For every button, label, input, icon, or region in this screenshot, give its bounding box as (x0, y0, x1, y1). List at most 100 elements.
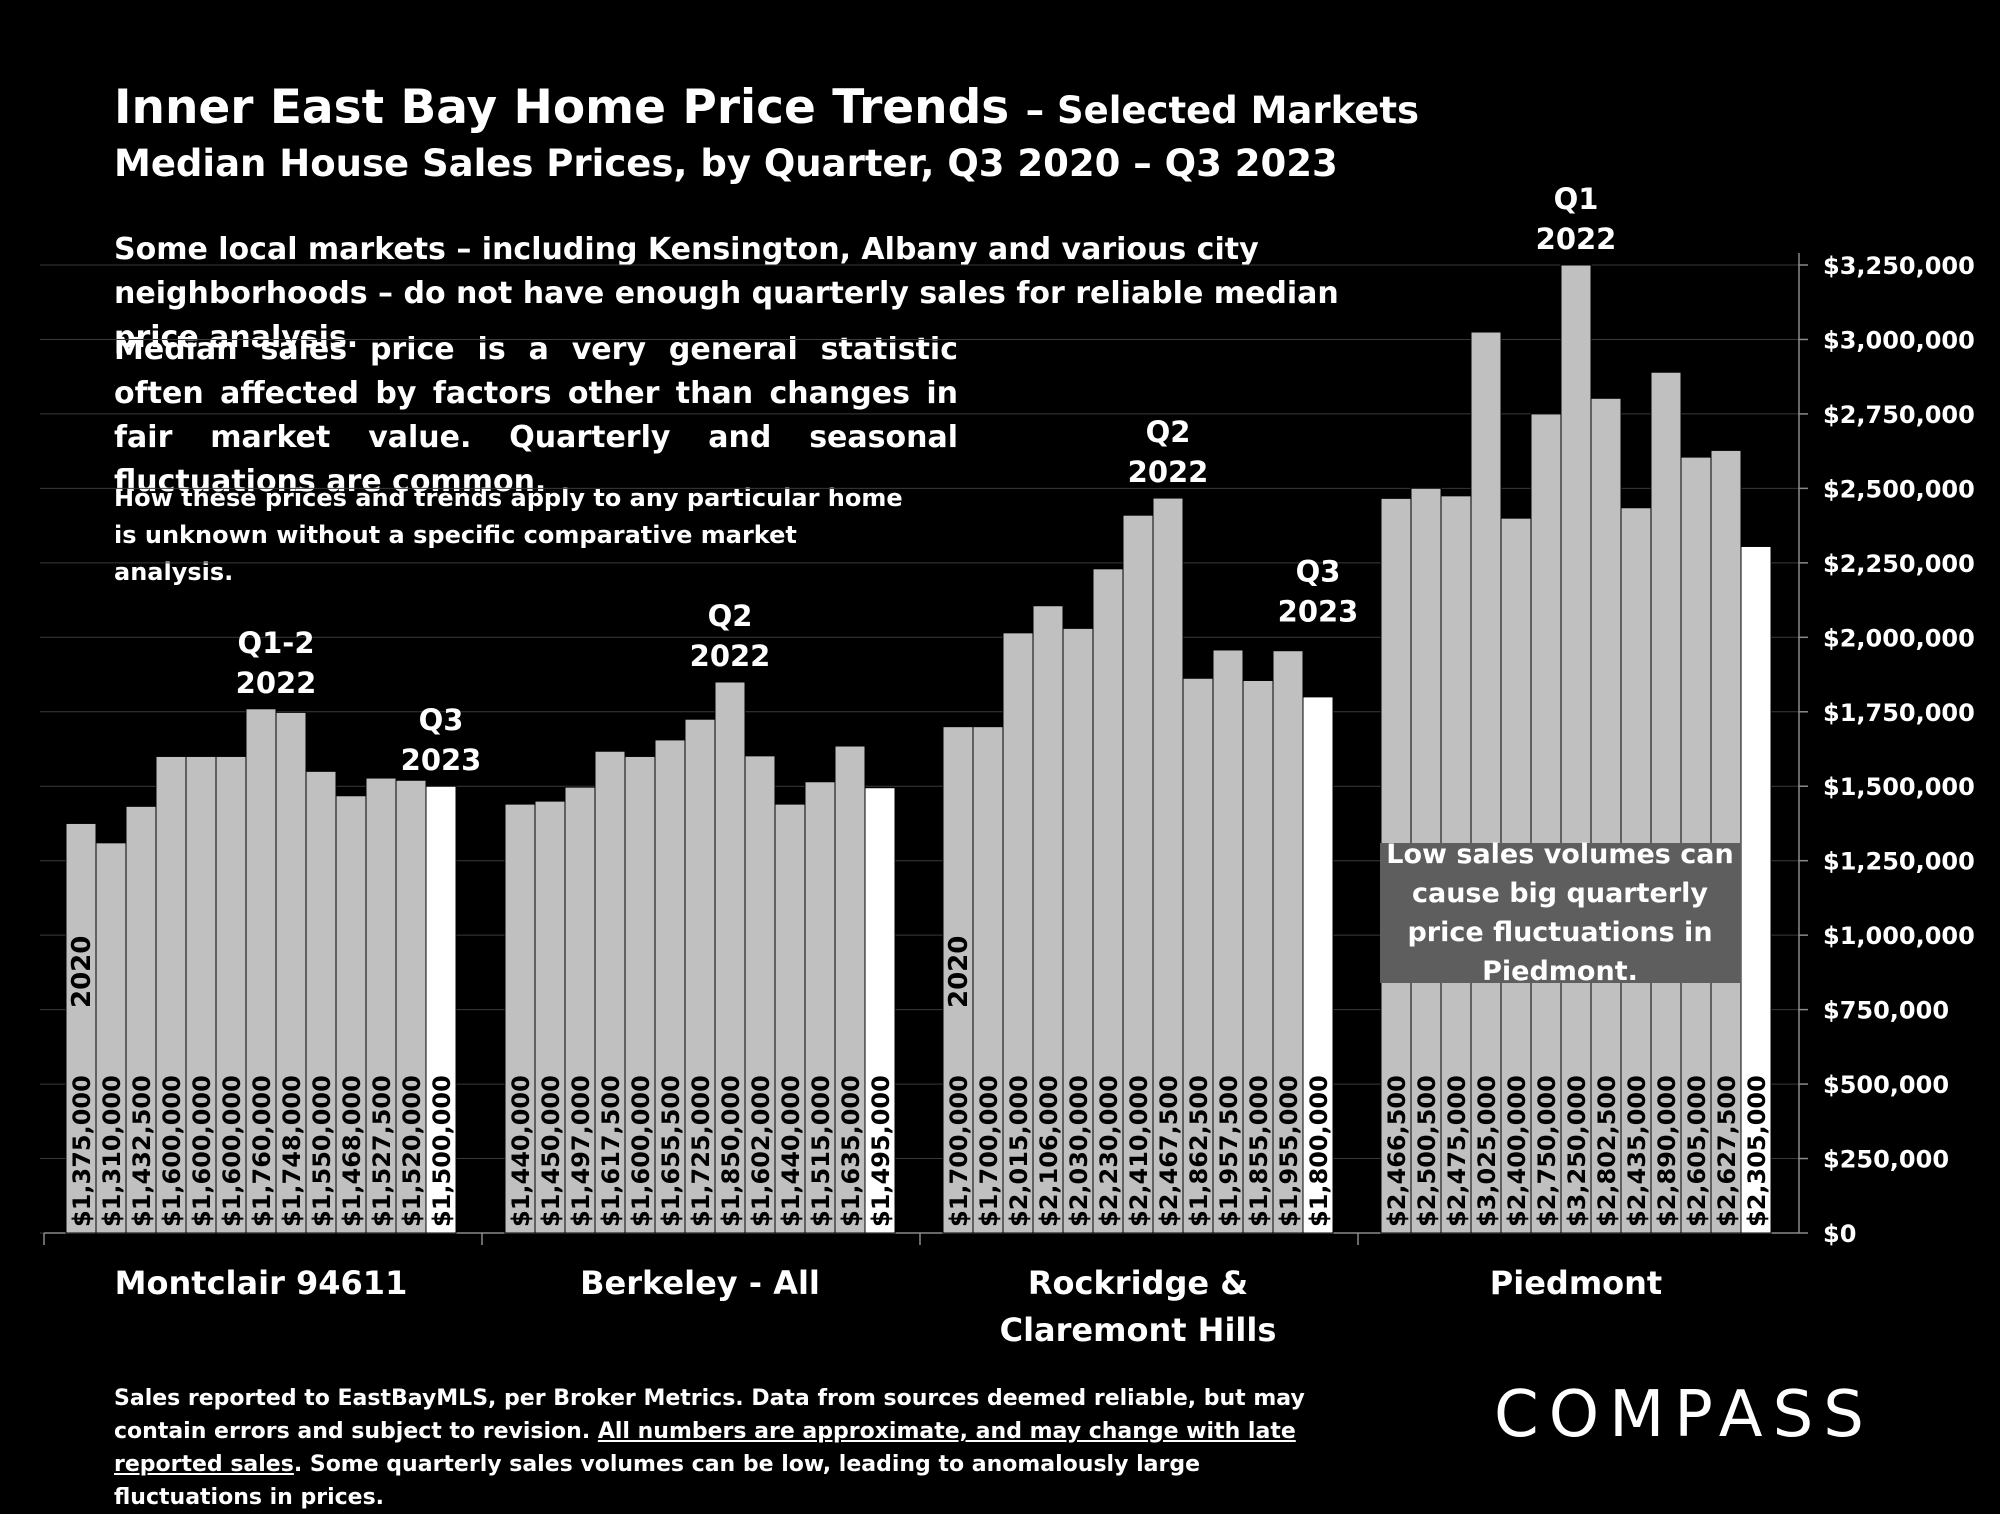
y-tick-label: $0 (1823, 1220, 1856, 1248)
bar-value-label: $1,440,000 (507, 1075, 535, 1227)
period-annotation-year: 2022 (236, 666, 317, 700)
piedmont-callout: Low sales volumes can cause big quarterl… (1380, 839, 1740, 987)
bar-value-label: $2,015,000 (1005, 1075, 1033, 1227)
bar-value-label: $1,635,000 (837, 1075, 865, 1227)
bar-value-label: $1,655,500 (657, 1075, 685, 1227)
period-annotation-year: 2022 (1128, 455, 1209, 489)
bar-value-label: $2,106,000 (1035, 1075, 1063, 1227)
bar-value-label: $1,550,000 (308, 1075, 336, 1227)
bar-value-label: $2,466,500 (1383, 1075, 1411, 1227)
bar (684, 718, 716, 1234)
bar (1122, 514, 1154, 1234)
bar (275, 711, 307, 1234)
period-annotation-year: 2022 (1536, 222, 1617, 256)
title-main: Inner East Bay Home Price Trends (114, 80, 1010, 135)
bar-value-label: $2,435,000 (1623, 1075, 1651, 1227)
bar-value-label: $1,495,000 (867, 1075, 895, 1227)
y-tick-label: $1,500,000 (1823, 773, 1975, 801)
bar-value-label: $1,862,500 (1185, 1075, 1213, 1227)
bar (1590, 397, 1622, 1234)
note-low-sales-markets: Some local markets – including Kensingto… (114, 232, 1339, 355)
bar (744, 755, 776, 1234)
bar (1032, 605, 1064, 1234)
bar (1302, 696, 1334, 1234)
title-suffix: – Selected Markets (1025, 89, 1420, 132)
bar-value-label: $2,030,000 (1065, 1075, 1093, 1227)
y-tick-label: $250,000 (1823, 1146, 1949, 1174)
page-title: Inner East Bay Home Price Trends – Selec… (114, 80, 1419, 135)
bar-value-label: $2,467,500 (1155, 1075, 1183, 1227)
bar-value-label: $2,500,500 (1413, 1075, 1441, 1227)
bar-value-label: $1,497,000 (567, 1075, 595, 1227)
bar-value-label: $1,700,000 (945, 1075, 973, 1227)
bar (1062, 627, 1094, 1234)
bar (594, 750, 626, 1234)
bar (245, 708, 277, 1234)
bar-value-label: $1,520,000 (398, 1075, 426, 1227)
bar-value-label: $1,800,000 (1305, 1075, 1333, 1227)
bar-value-label: $1,468,000 (338, 1075, 366, 1227)
bar-value-label: $2,750,000 (1533, 1075, 1561, 1227)
bar-value-label: $1,600,000 (158, 1075, 186, 1227)
y-tick-label: $500,000 (1823, 1071, 1949, 1099)
y-tick-label: $2,250,000 (1823, 550, 1975, 578)
bar-value-label: $2,305,000 (1743, 1075, 1771, 1227)
period-annotation-quarter: Q1-2 (237, 626, 314, 660)
y-tick-label: $2,750,000 (1823, 401, 1975, 429)
bar-value-label: $1,855,000 (1245, 1075, 1273, 1227)
bar (1650, 371, 1682, 1234)
bar-value-label: $1,600,000 (188, 1075, 216, 1227)
bar-value-label: $2,410,000 (1125, 1075, 1153, 1227)
bar-value-label: $1,440,000 (777, 1075, 805, 1227)
bar (1092, 568, 1124, 1234)
y-tick-label: $1,750,000 (1823, 699, 1975, 727)
bar-value-label: $1,500,000 (428, 1075, 456, 1227)
bar (942, 726, 974, 1234)
y-tick-label: $750,000 (1823, 997, 1949, 1025)
category-label: Claremont Hills (1000, 1311, 1277, 1349)
period-annotation-quarter: Q1 (1554, 182, 1599, 216)
period-annotation-year: 2022 (690, 639, 771, 673)
period-annotation-quarter: Q3 (1296, 554, 1341, 588)
callout-text: Low sales volumes can cause big quarterl… (1386, 839, 1734, 987)
compass-logo: COMPASS (1494, 1378, 1874, 1452)
period-annotation-quarter: Q3 (419, 703, 464, 737)
period-annotation-quarter: Q2 (1146, 415, 1191, 449)
year-annotation: 2020 (67, 936, 97, 1008)
footnote-underlined: All numbers are approximate, and may cha… (114, 1419, 1296, 1477)
y-tick-label: $2,500,000 (1823, 475, 1975, 503)
bar (155, 755, 187, 1234)
footnote-part1: Sales reported to EastBayMLS, per Broker… (114, 1386, 1305, 1444)
bar-value-label: $2,627,500 (1713, 1075, 1741, 1227)
bar-value-label: $2,605,000 (1683, 1075, 1711, 1227)
bar (65, 822, 97, 1234)
bar (125, 805, 157, 1234)
bar-value-label: $1,515,000 (807, 1075, 835, 1227)
bar-value-label: $1,957,500 (1215, 1075, 1243, 1227)
period-annotation-year: 2023 (401, 743, 482, 777)
bar-value-label: $1,725,000 (687, 1075, 715, 1227)
bar (654, 739, 686, 1234)
bar-value-label: $1,700,000 (975, 1075, 1003, 1227)
y-tick-label: $1,250,000 (1823, 848, 1975, 876)
bar (305, 770, 337, 1234)
footnote: Sales reported to EastBayMLS, per Broker… (114, 1382, 1344, 1514)
bar (972, 726, 1004, 1234)
y-tick-label: $3,250,000 (1823, 252, 1975, 280)
bar-value-label: $1,310,000 (98, 1075, 126, 1227)
bar (335, 795, 367, 1234)
bar (425, 785, 457, 1234)
bar-value-label: $2,400,000 (1503, 1075, 1531, 1227)
bar (774, 803, 806, 1234)
category-label: Montclair 94611 (115, 1264, 408, 1302)
bar (804, 781, 836, 1234)
category-label: Berkeley - All (580, 1264, 820, 1302)
bar (1182, 677, 1214, 1234)
bar (534, 800, 566, 1234)
bar (95, 842, 127, 1234)
bar (1002, 632, 1034, 1234)
bar-value-label: $1,748,000 (278, 1075, 306, 1227)
bar-value-label: $1,760,000 (248, 1075, 276, 1227)
category-label: Piedmont (1490, 1264, 1662, 1302)
bar-value-label: $1,955,000 (1275, 1075, 1303, 1227)
